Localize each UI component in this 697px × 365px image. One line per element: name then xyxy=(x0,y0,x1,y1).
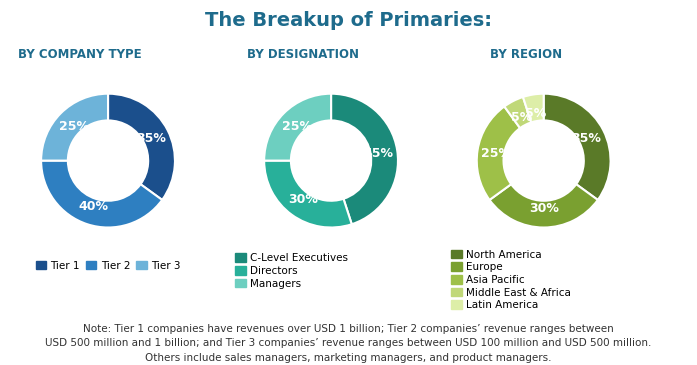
Wedge shape xyxy=(264,94,331,161)
Text: 40%: 40% xyxy=(78,200,108,213)
Wedge shape xyxy=(489,184,598,227)
Wedge shape xyxy=(41,94,108,161)
Text: BY REGION: BY REGION xyxy=(490,48,562,61)
Text: Note: Tier 1 companies have revenues over USD 1 billion; Tier 2 companies’ reven: Note: Tier 1 companies have revenues ove… xyxy=(45,324,652,363)
Text: BY DESIGNATION: BY DESIGNATION xyxy=(247,48,359,61)
Wedge shape xyxy=(523,94,544,122)
Text: 25%: 25% xyxy=(59,120,89,133)
Text: 5%: 5% xyxy=(511,111,533,124)
Wedge shape xyxy=(477,107,520,200)
Text: 5%: 5% xyxy=(526,107,546,119)
Text: 35%: 35% xyxy=(572,132,602,145)
Wedge shape xyxy=(544,94,611,200)
Legend: North America, Europe, Asia Pacific, Middle East & Africa, Latin America: North America, Europe, Asia Pacific, Mid… xyxy=(451,250,571,310)
Text: 35%: 35% xyxy=(136,132,166,145)
Legend: Tier 1, Tier 2, Tier 3: Tier 1, Tier 2, Tier 3 xyxy=(36,261,181,271)
Text: 30%: 30% xyxy=(529,202,558,215)
Text: 30%: 30% xyxy=(288,193,318,206)
Wedge shape xyxy=(41,161,162,227)
Text: 45%: 45% xyxy=(364,147,394,160)
Legend: C-Level Executives, Directors, Managers: C-Level Executives, Directors, Managers xyxy=(235,253,348,289)
Wedge shape xyxy=(331,94,398,224)
Text: 25%: 25% xyxy=(481,147,511,160)
Wedge shape xyxy=(505,97,531,128)
Text: The Breakup of Primaries:: The Breakup of Primaries: xyxy=(205,11,492,30)
Wedge shape xyxy=(264,161,352,227)
Text: 25%: 25% xyxy=(282,120,312,133)
Text: BY COMPANY TYPE: BY COMPANY TYPE xyxy=(18,48,142,61)
Wedge shape xyxy=(108,94,175,200)
